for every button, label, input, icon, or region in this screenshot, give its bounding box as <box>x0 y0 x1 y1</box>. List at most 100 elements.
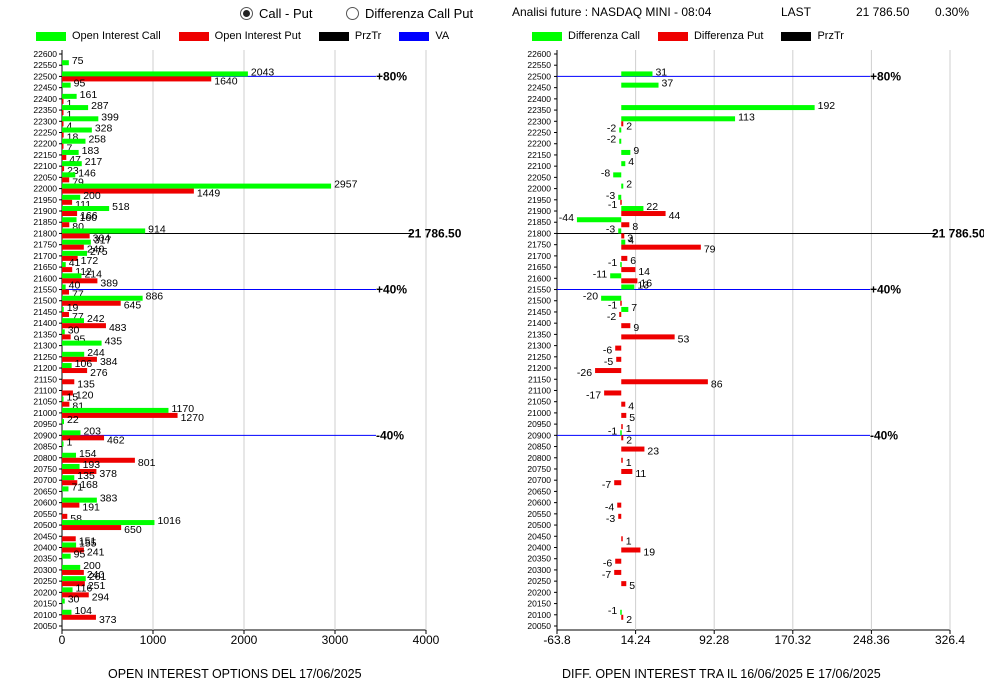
call-bar <box>62 116 99 122</box>
legend-swatch <box>657 31 688 41</box>
put-value-label: 172 <box>81 255 99 267</box>
put-bar <box>62 513 68 519</box>
strike-label: 20600 <box>33 498 57 508</box>
put-value-label: 650 <box>124 524 142 536</box>
call-value-label: 95 <box>74 78 86 90</box>
legend-swatch <box>781 31 812 41</box>
strike-label: 21200 <box>33 363 57 373</box>
legend-diff-call: Differenza Call <box>532 30 640 42</box>
call-value-label: 154 <box>79 448 97 460</box>
call-value-label: 258 <box>88 134 106 146</box>
put-value-label: 251 <box>88 580 106 592</box>
strike-label: 22250 <box>33 128 57 138</box>
strike-label: 20300 <box>33 565 57 575</box>
put-value-label: 7 <box>67 143 73 155</box>
call-value-label: 1170 <box>171 403 194 415</box>
put-bar <box>62 188 194 194</box>
radio-label-call-put: Call - Put <box>259 6 313 21</box>
call-bar <box>62 82 71 88</box>
call-bar <box>62 239 91 245</box>
put-bar <box>62 356 97 362</box>
call-bar <box>62 183 332 189</box>
strike-label: 20150 <box>33 599 57 609</box>
put-bar <box>62 334 71 340</box>
strike-label: 21850 <box>33 217 57 227</box>
call-value-label: 19 <box>67 302 79 314</box>
strike-label: 20800 <box>33 453 57 463</box>
call-bar <box>62 206 110 212</box>
call-bar <box>62 329 65 335</box>
put-value-label: 294 <box>92 591 110 603</box>
call-value-label: 399 <box>101 111 119 123</box>
strike-label: 21650 <box>33 262 57 272</box>
put-bar <box>62 132 64 138</box>
call-value-label: 75 <box>72 55 84 67</box>
call-value-label: 146 <box>78 167 96 179</box>
call-value-label: 40 <box>69 280 81 292</box>
put-value-label: 80 <box>72 221 84 233</box>
radio-dot <box>240 7 253 20</box>
put-value-label: 1 <box>67 109 73 121</box>
put-bar <box>62 311 70 317</box>
call-bar <box>62 576 86 582</box>
legend-swatch <box>399 31 430 41</box>
put-bar <box>62 581 85 587</box>
call-bar <box>62 497 97 503</box>
put-bar <box>62 222 70 228</box>
put-bar <box>62 525 122 531</box>
strike-label: 20500 <box>33 520 57 530</box>
call-value-label: 183 <box>82 145 100 157</box>
put-bar <box>62 143 64 149</box>
strike-label: 21300 <box>33 341 57 351</box>
annotation-label: +40% <box>376 283 407 297</box>
put-bar <box>62 323 106 329</box>
put-value-label: 1 <box>67 98 73 110</box>
call-value-label: 2957 <box>334 179 358 191</box>
call-bar <box>62 609 72 615</box>
put-value-label: 79 <box>72 176 84 188</box>
put-bar <box>62 121 64 127</box>
last-value: 21 786.50 <box>856 5 910 19</box>
legend-label: PrzTr <box>817 30 844 42</box>
strike-label: 21800 <box>33 228 57 238</box>
put-value-label: 801 <box>138 457 156 469</box>
legend-swatch <box>318 31 349 41</box>
x-tick-label: 0 <box>59 633 66 647</box>
radio-differenza[interactable]: Differenza Call Put <box>346 6 473 21</box>
radio-call-put[interactable]: Call - Put <box>240 6 312 21</box>
strike-label: 20900 <box>33 430 57 440</box>
put-value-label: 77 <box>72 311 84 323</box>
call-value-label: 1 <box>67 437 73 449</box>
call-bar <box>62 138 86 144</box>
strike-label: 21150 <box>34 374 57 384</box>
put-bar <box>62 289 70 295</box>
legend-label: Open Interest Call <box>72 30 161 42</box>
put-value-label: 58 <box>70 513 82 525</box>
put-value-label: 166 <box>80 210 98 222</box>
strike-label: 21000 <box>33 408 57 418</box>
call-bar <box>62 542 77 548</box>
legend-diff-put: Differenza Put <box>657 30 763 42</box>
left-chart-title: OPEN INTEREST OPTIONS DEL 17/06/2025 <box>108 667 362 681</box>
legend-swatch <box>532 31 562 41</box>
x-tick-label: 3000 <box>322 633 349 647</box>
call-bar <box>62 71 248 77</box>
call-bar <box>62 273 82 279</box>
right-legend: Differenza Call Differenza Put PrzTr <box>532 30 862 42</box>
strike-label: 22100 <box>33 161 57 171</box>
strike-label: 22000 <box>33 184 57 194</box>
radio-dot <box>346 7 359 20</box>
call-bar <box>62 486 69 492</box>
put-value-label: 168 <box>80 479 98 491</box>
put-value-label: 645 <box>124 300 142 312</box>
strike-label: 21550 <box>33 285 57 295</box>
call-bar <box>62 463 80 469</box>
call-value-label: 41 <box>69 257 81 269</box>
strike-label: 20200 <box>33 587 57 597</box>
call-bar <box>62 430 81 436</box>
put-bar <box>62 379 75 385</box>
call-value-label: 106 <box>75 358 93 370</box>
call-value-label: 15 <box>67 392 79 404</box>
strike-label: 21400 <box>33 318 57 328</box>
call-value-label: 104 <box>74 605 92 617</box>
